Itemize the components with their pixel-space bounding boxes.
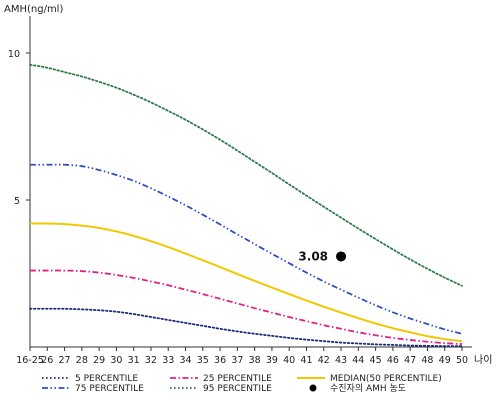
x-tick-label: 35 (197, 355, 209, 366)
x-tick-label: 33 (162, 355, 174, 366)
x-tick-label: 34 (179, 355, 191, 366)
legend: 5 PERCENTILE 25 PERCENTILE MEDIAN(50 PERCE… (42, 374, 442, 394)
x-tick-label: 31 (128, 355, 140, 366)
y-tick-label: 5 (14, 196, 20, 207)
x-tick-label: 41 (300, 355, 312, 366)
x-tick-label: 47 (404, 355, 416, 366)
series-line-median-50-percentile (29, 222, 463, 343)
x-axis-title: 나이 (474, 354, 492, 366)
x-tick-label: 49 (439, 355, 451, 366)
x-tick-label: 27 (59, 355, 71, 366)
series-line-75-percentile (30, 163, 463, 335)
x-tick-label: 29 (93, 355, 105, 366)
x-tick-label: 38 (249, 355, 261, 366)
x-tick-label: 40 (283, 355, 295, 366)
series-line-5-percentile (29, 307, 463, 348)
x-tick-label: 32 (145, 355, 157, 366)
x-tick-label: 46 (387, 355, 399, 366)
x-tick-label: 37 (231, 355, 243, 366)
y-axis-title: AMH(ng/ml) (4, 4, 63, 15)
series-line-95-percentile (29, 63, 463, 287)
x-tick-label: 45 (370, 355, 382, 366)
x-tick-label: 30 (110, 355, 122, 366)
x-tick-label: 48 (421, 355, 433, 366)
legend-label: 5 PERCENTILE (75, 374, 138, 384)
legend-marker-swatch (309, 384, 317, 392)
x-tick-label: 26 (41, 355, 53, 366)
legend-label: 95 PERCENTILE (203, 384, 272, 394)
x-tick-label: 36 (214, 355, 226, 366)
y-tick-label: 10 (8, 49, 20, 60)
x-tick-label: 44 (352, 355, 364, 366)
legend-label: 25 PERCENTILE (203, 374, 272, 384)
legend-label: 75 PERCENTILE (75, 384, 144, 394)
patient-amh-point (336, 251, 347, 262)
x-tick-label: 42 (318, 355, 330, 366)
legend-marker-label: 수진자의 AMH 농도 (330, 383, 406, 394)
x-tick-label: 16-25 (16, 355, 44, 366)
x-tick-label: 39 (266, 355, 278, 366)
x-tick-label: 50 (456, 355, 468, 366)
patient-marker: 3.08 (298, 249, 347, 263)
legend-label: MEDIAN(50 PERCENTILE) (330, 374, 442, 384)
x-tick-label: 43 (335, 355, 347, 366)
patient-amh-value-label: 3.08 (298, 249, 328, 263)
series-lines (29, 63, 463, 348)
x-tick-label: 28 (76, 355, 88, 366)
